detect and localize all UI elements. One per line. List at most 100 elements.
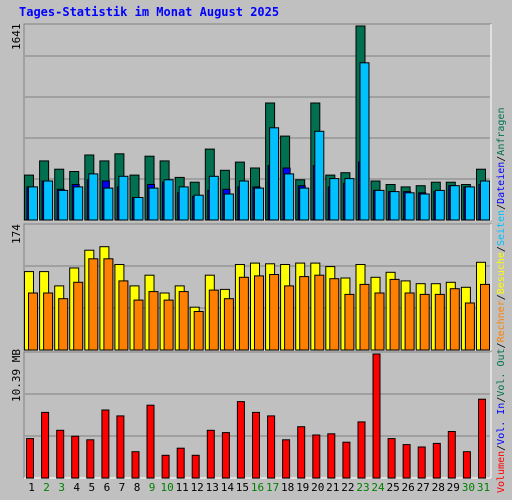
legend-separator: / [495, 396, 507, 403]
bar-seiten-day-26 [404, 192, 415, 221]
bar-volumen-day-8 [131, 451, 140, 479]
bar-volumen-day-1 [26, 438, 34, 479]
x-label-day-14: 14 [220, 481, 235, 494]
x-label-day-25: 25 [386, 481, 400, 494]
bar-rechner-day-8 [133, 299, 144, 351]
legend-item-dateien: Dateien [495, 161, 507, 204]
bar-volumen-day-10 [161, 454, 170, 479]
x-label-day-21: 21 [326, 481, 340, 494]
right-legend: Volumen / Vol. In / Vol. Out / Rechner / Besuche… [494, 23, 508, 493]
bar-rechner-day-23 [359, 283, 370, 351]
bottom-ymax-label: 10.39 MB [10, 349, 23, 402]
bar-seiten-day-5 [88, 173, 99, 221]
bar-volumen-day-13 [206, 429, 215, 479]
bar-seiten-day-31 [480, 180, 490, 221]
x-label-day-28: 28 [431, 481, 445, 494]
x-label-day-3: 3 [58, 481, 65, 494]
bar-volumen-day-9 [146, 404, 155, 479]
bar-seiten-day-10 [163, 179, 174, 221]
bar-volumen-day-27 [417, 446, 426, 479]
x-label-day-12: 12 [190, 481, 204, 494]
bar-seiten-day-23 [359, 62, 370, 221]
x-label-day-5: 5 [88, 481, 96, 494]
x-label-day-27: 27 [416, 481, 430, 494]
bar-rechner-day-17 [269, 274, 280, 351]
bar-seiten-day-7 [118, 175, 129, 221]
bar-volumen-day-31 [478, 398, 486, 479]
x-label-day-16: 16 [250, 481, 265, 494]
bar-seiten-day-15 [238, 180, 249, 221]
bar-volumen-day-23 [357, 421, 366, 479]
bar-seiten-day-25 [389, 191, 400, 221]
bar-seiten-day-27 [419, 193, 430, 221]
x-label-day-9: 9 [148, 481, 156, 494]
x-label-day-4: 4 [73, 481, 80, 494]
bar-seiten-day-21 [329, 178, 340, 221]
top-ymax-label: 1641 [10, 23, 23, 51]
bar-volumen-day-22 [342, 441, 351, 479]
bar-rechner-day-22 [344, 293, 355, 351]
bar-volumen-day-21 [327, 433, 336, 479]
bar-rechner-day-18 [284, 285, 295, 351]
legend-separator: / [495, 155, 507, 162]
bar-seiten-day-18 [284, 173, 295, 221]
bar-volumen-day-4 [71, 435, 80, 479]
bar-seiten-day-12 [193, 194, 204, 221]
bar-seiten-day-4 [73, 186, 84, 221]
bar-volumen-day-28 [432, 442, 441, 479]
bar-seiten-day-14 [223, 193, 234, 221]
x-label-day-20: 20 [311, 481, 325, 494]
bar-rechner-day-31 [480, 283, 490, 351]
bar-seiten-day-28 [434, 189, 445, 221]
bar-seiten-day-24 [374, 189, 385, 221]
bar-rechner-day-5 [88, 258, 99, 351]
bar-volumen-day-19 [297, 426, 306, 479]
bar-rechner-day-3 [58, 298, 69, 351]
bar-volumen-day-17 [267, 415, 276, 479]
legend-item-besuche: Besuche [495, 252, 507, 295]
x-label-day-23: 23 [356, 481, 370, 494]
bar-volumen-day-25 [387, 438, 396, 479]
legend-item-rechner: Rechner [495, 300, 507, 343]
bar-rechner-day-9 [148, 291, 159, 351]
bar-rechner-day-25 [389, 278, 400, 351]
bar-volumen-day-26 [402, 444, 411, 479]
middle-ymax-label: 174 [10, 224, 23, 244]
legend-separator: / [495, 203, 507, 210]
x-label-day-7: 7 [118, 481, 126, 494]
bar-rechner-day-24 [374, 292, 385, 351]
bar-rechner-day-6 [103, 258, 114, 351]
bar-volumen-day-3 [56, 429, 65, 479]
bar-seiten-day-9 [148, 187, 159, 221]
bar-seiten-day-20 [314, 130, 325, 221]
bar-rechner-day-4 [73, 281, 84, 351]
bar-volumen-day-6 [101, 409, 110, 479]
x-label-day-29: 29 [446, 481, 460, 494]
bar-seiten-day-16 [254, 187, 264, 221]
bar-seiten-day-19 [299, 187, 310, 221]
bar-seiten-day-11 [178, 186, 189, 221]
bar-seiten-day-22 [344, 178, 355, 221]
x-label-day-18: 18 [280, 481, 295, 494]
legend-separator: / [495, 444, 507, 451]
bar-rechner-day-11 [178, 291, 189, 351]
bar-rechner-day-7 [118, 280, 129, 351]
x-label-day-11: 11 [175, 481, 189, 494]
bar-seiten-day-8 [133, 197, 144, 221]
bar-rechner-day-28 [434, 293, 445, 351]
bar-rechner-day-10 [163, 299, 174, 351]
x-label-day-10: 10 [160, 481, 174, 494]
bar-rechner-day-26 [404, 292, 415, 351]
bar-seiten-day-13 [208, 175, 219, 221]
x-label-day-15: 15 [235, 481, 250, 494]
bar-volumen-day-12 [191, 454, 200, 479]
x-label-day-1: 1 [28, 481, 35, 494]
bar-rechner-day-19 [299, 276, 310, 351]
legend-separator: / [495, 342, 507, 349]
bar-rechner-day-15 [238, 276, 249, 351]
bar-seiten-day-30 [464, 186, 475, 221]
x-label-day-19: 19 [296, 481, 310, 494]
legend-separator: / [495, 246, 507, 253]
